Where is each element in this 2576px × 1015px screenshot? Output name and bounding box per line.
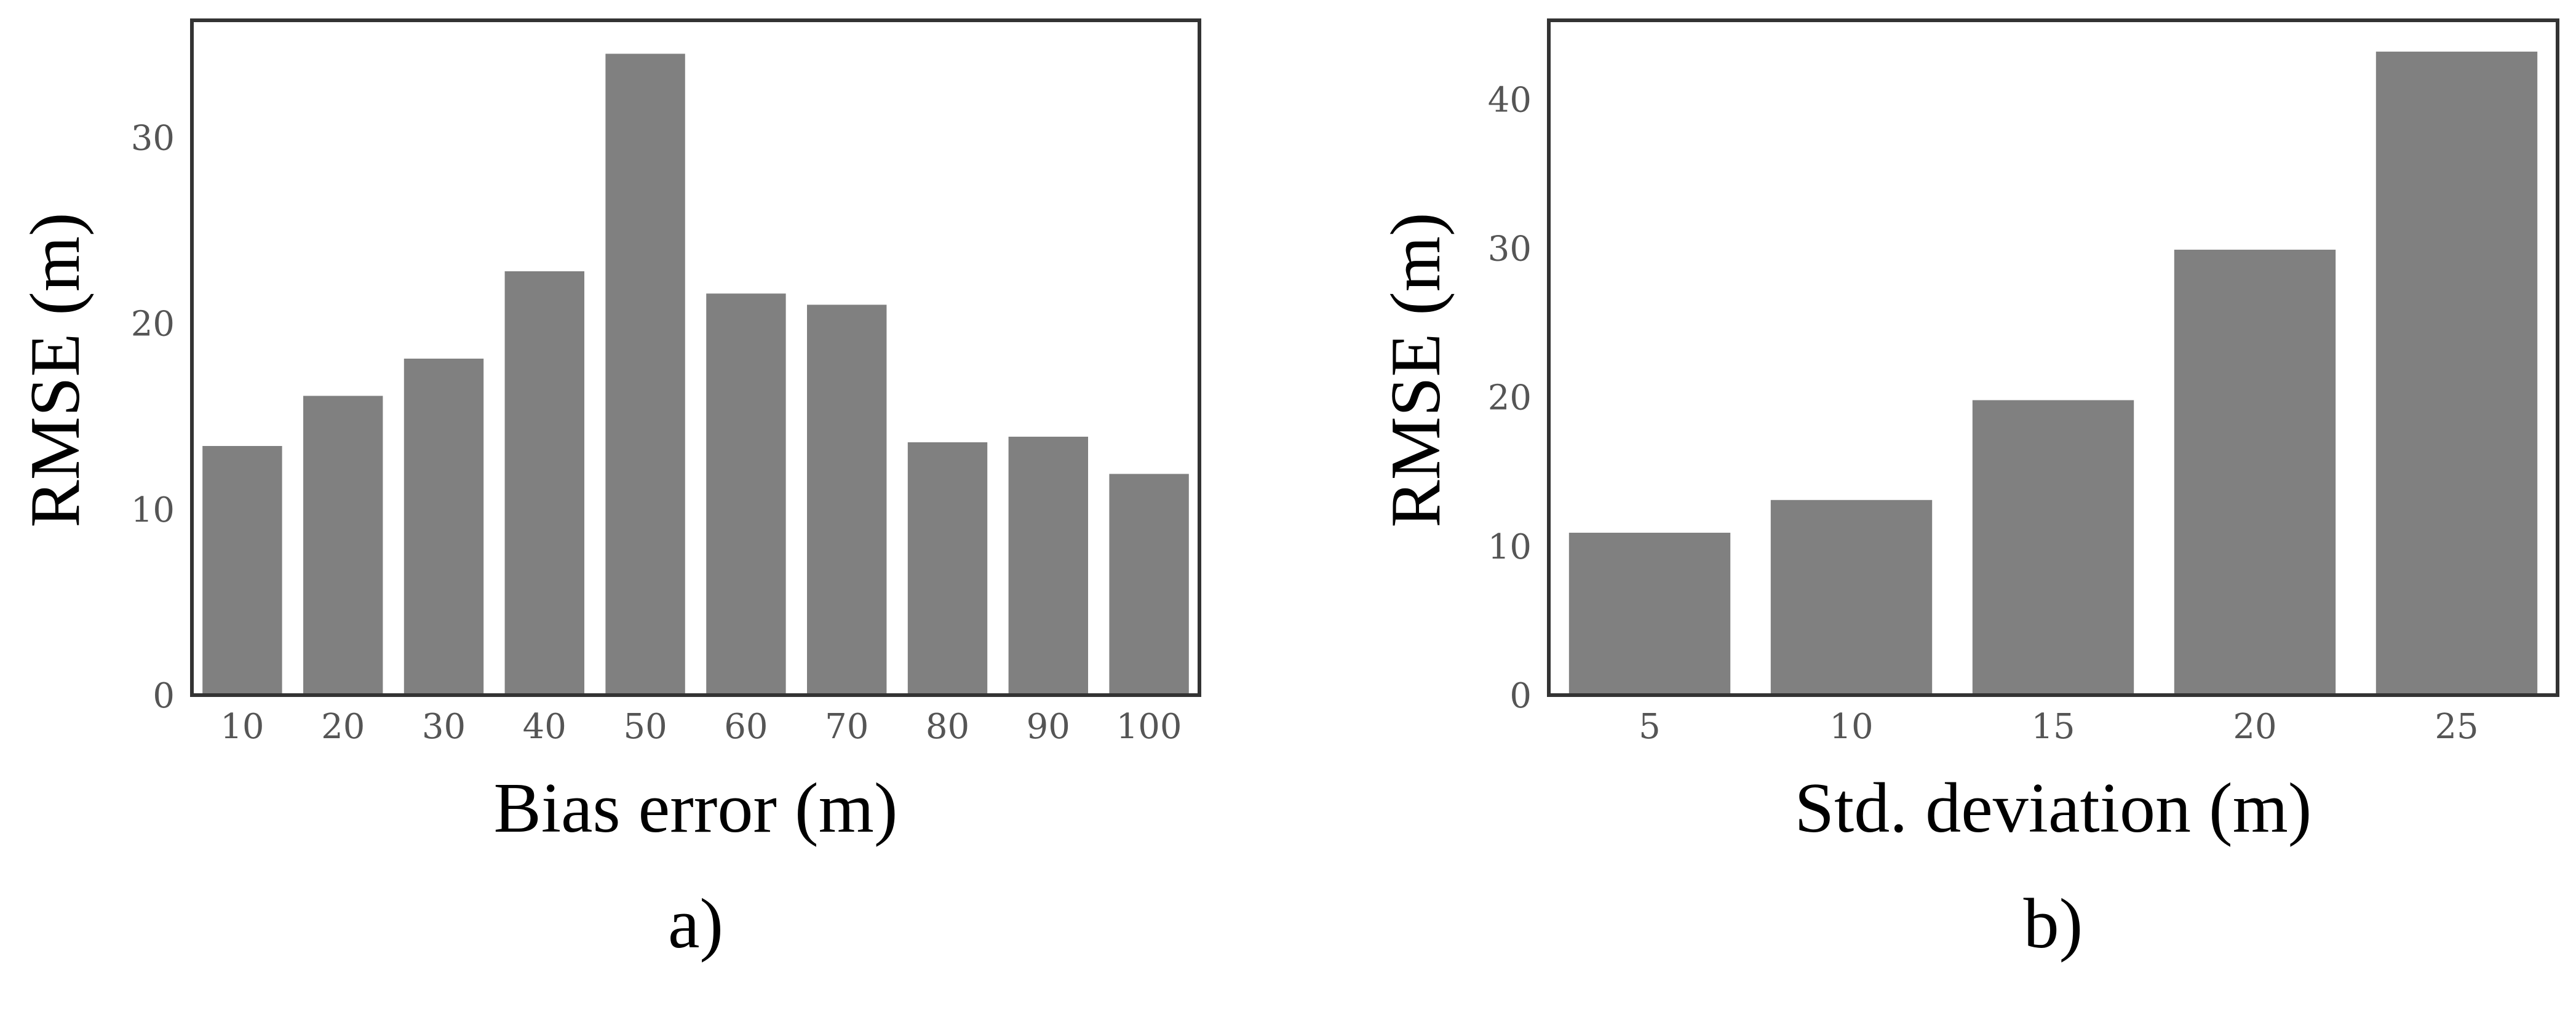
bar-50 bbox=[605, 54, 685, 695]
x-tick-label: 100 bbox=[1116, 707, 1182, 747]
x-tick-labels-a: 10 20 30 40 50 60 70 80 90 100 bbox=[220, 707, 1182, 747]
bar-90 bbox=[1008, 436, 1088, 695]
x-axis-title-b: Std. deviation (m) bbox=[1795, 769, 2312, 848]
chart-panel-b: 5 10 15 20 25 0 10 20 30 40 Std. deviation (m) R… bbox=[1377, 18, 2559, 963]
bar-30 bbox=[403, 359, 484, 695]
bar-60 bbox=[706, 293, 786, 695]
plot-frame-a bbox=[190, 18, 1201, 697]
x-tick-label: 15 bbox=[2031, 707, 2075, 747]
y-tick-label: 10 bbox=[1488, 527, 1532, 567]
x-tick-label: 60 bbox=[724, 707, 768, 747]
bars-a bbox=[202, 54, 1189, 695]
bar-20 bbox=[2174, 249, 2336, 695]
panel-label-a: a) bbox=[668, 885, 723, 963]
bars-b bbox=[1568, 51, 2538, 695]
x-tick-label: 30 bbox=[422, 707, 466, 747]
x-tick-label: 20 bbox=[2233, 707, 2276, 747]
y-axis-title-a: RMSE (m) bbox=[16, 212, 95, 527]
x-tick-label: 20 bbox=[321, 707, 365, 747]
y-tick-label: 40 bbox=[1488, 80, 1532, 120]
y-tick-labels-a: 0 10 20 30 bbox=[131, 118, 175, 716]
x-tick-label: 25 bbox=[2435, 707, 2478, 747]
bar-40 bbox=[504, 271, 584, 695]
y-axis-title-b: RMSE (m) bbox=[1377, 212, 1455, 527]
bar-20 bbox=[303, 396, 383, 695]
bar-10 bbox=[202, 446, 282, 695]
y-tick-label: 30 bbox=[131, 118, 175, 158]
x-tick-label: 50 bbox=[623, 707, 667, 747]
bar-15 bbox=[1972, 400, 2134, 695]
y-tick-label: 30 bbox=[1488, 229, 1532, 269]
y-tick-label: 20 bbox=[1488, 378, 1532, 418]
x-axis-title-a: Bias error (m) bbox=[493, 769, 897, 848]
x-tick-label: 5 bbox=[1639, 707, 1661, 747]
y-tick-label: 0 bbox=[153, 676, 175, 716]
x-tick-labels-b: 5 10 15 20 25 bbox=[1639, 707, 2478, 747]
chart-panel-a: 10 20 30 40 50 60 70 80 90 100 0 10 20 30 Bias error… bbox=[16, 18, 1201, 963]
bar-25 bbox=[2375, 51, 2538, 695]
y-tick-label: 20 bbox=[131, 304, 175, 344]
y-tick-labels-b: 0 10 20 30 40 bbox=[1488, 80, 1532, 716]
bar-5 bbox=[1568, 533, 1731, 695]
bar-100 bbox=[1109, 474, 1189, 695]
x-tick-label: 10 bbox=[1829, 707, 1873, 747]
x-tick-label: 90 bbox=[1027, 707, 1070, 747]
x-tick-label: 80 bbox=[926, 707, 969, 747]
y-tick-label: 10 bbox=[131, 490, 175, 530]
x-tick-label: 40 bbox=[523, 707, 566, 747]
y-tick-label: 0 bbox=[1509, 676, 1532, 716]
plot-frame-b bbox=[1547, 18, 2559, 697]
bar-80 bbox=[907, 442, 988, 695]
x-tick-label: 70 bbox=[825, 707, 869, 747]
x-tick-label: 10 bbox=[220, 707, 264, 747]
bar-70 bbox=[807, 304, 887, 695]
bar-10 bbox=[1770, 500, 1933, 695]
panel-label-b: b) bbox=[2024, 885, 2083, 963]
